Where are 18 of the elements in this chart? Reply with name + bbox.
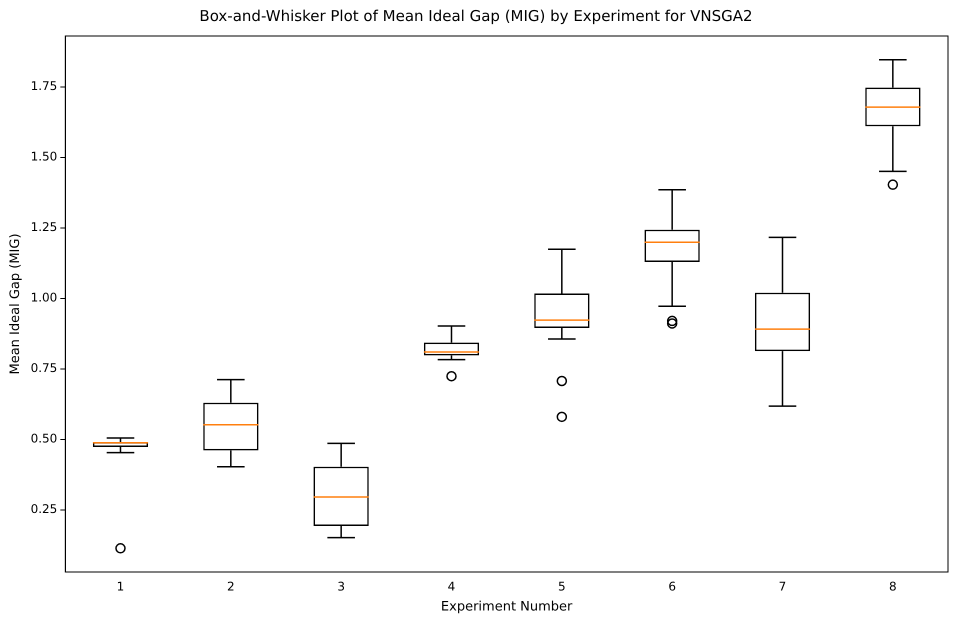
y-tick-label: 0.50 (30, 432, 58, 446)
y-tick-label: 1.25 (30, 220, 58, 234)
y-axis-title: Mean Ideal Gap (MIG) (8, 233, 24, 375)
x-tick-label: 4 (448, 579, 456, 594)
y-tick-label: 1.75 (30, 78, 58, 93)
chart-title: Box-and-Whisker Plot of Mean Ideal Gap (MIG) by Experiment for VNSGA2 (199, 6, 753, 25)
x-tick-label: 1 (116, 579, 124, 594)
y-tick-label: 1.50 (30, 149, 58, 164)
x-tick-label: 8 (889, 579, 897, 594)
y-tick-label: 1.00 (30, 290, 58, 304)
x-axis-title: Experiment Number (440, 600, 574, 615)
y-tick-label: 0.75 (30, 361, 58, 376)
x-tick-label: 7 (778, 579, 786, 594)
x-tick-label: 2 (227, 579, 235, 594)
x-tick-label: 6 (668, 579, 676, 594)
x-tick-label: 5 (558, 579, 566, 594)
x-tick-label: 3 (337, 579, 345, 594)
y-tick-label: 0.25 (30, 502, 58, 516)
